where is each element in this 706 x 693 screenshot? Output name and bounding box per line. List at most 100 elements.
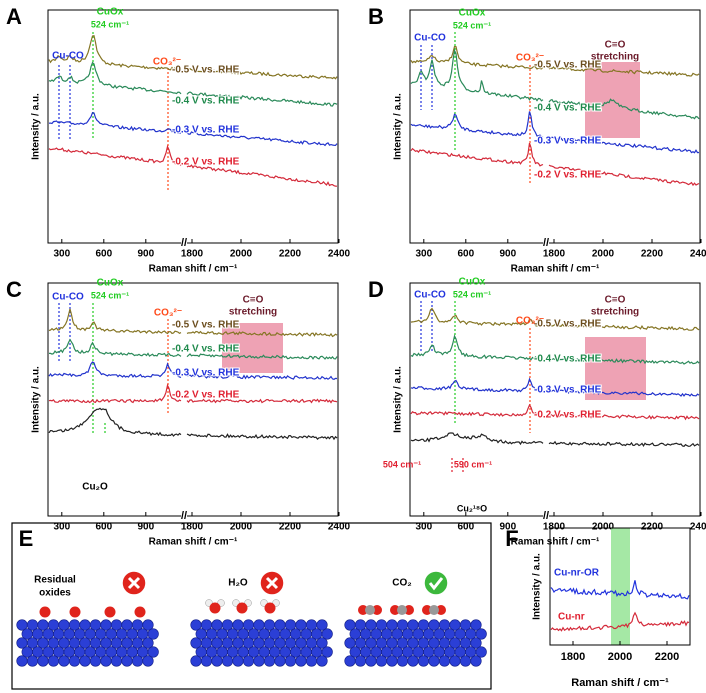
annotation: Cu-CO <box>414 33 446 44</box>
x-axis-title: Raman shift / cm⁻¹ <box>571 677 669 689</box>
cu-atom <box>242 655 255 667</box>
spectrum <box>48 112 338 147</box>
axis-break-mark: // <box>181 510 187 522</box>
trace-label: -0.2 V vs. RHE <box>172 390 240 401</box>
cu-atom <box>475 646 487 658</box>
scheme-frame <box>11 522 492 690</box>
spectrum <box>48 308 338 338</box>
trace-label: -0.5 V vs. RHE <box>172 65 240 76</box>
axis-break <box>181 512 187 520</box>
annotation: Cu-CO <box>52 292 84 303</box>
x-tick-label: 1800 <box>543 522 566 533</box>
icon-glyph <box>127 576 141 590</box>
axis-break-mark: // <box>181 237 187 249</box>
cu-atom <box>316 637 328 649</box>
cu-atom <box>470 619 482 631</box>
axis-break-mark: // <box>543 237 549 249</box>
x-tick-label: 600 <box>457 522 474 533</box>
x-axis-title: Raman shift / cm⁻¹ <box>149 264 238 275</box>
cu-atom <box>221 655 234 667</box>
cu-atom <box>147 646 159 658</box>
x-tick-label: 600 <box>95 249 112 260</box>
panel-letter: B <box>368 4 384 29</box>
scheme-label: Residual <box>34 575 76 586</box>
trace-label: Cu-nr <box>558 612 585 623</box>
spectrum <box>410 403 700 421</box>
annotation: CuOx <box>97 278 124 289</box>
spectrum <box>410 48 700 120</box>
check-icon <box>423 570 449 596</box>
spectrum <box>410 334 700 365</box>
x-tick-label: 2400 <box>690 522 706 533</box>
cu-atom <box>68 655 81 667</box>
annotation: Cu-CO <box>52 51 84 62</box>
cu-atom <box>110 655 123 667</box>
x-tick-label: 1800 <box>181 522 204 533</box>
spectrum <box>410 307 700 331</box>
x-tick-label: 2200 <box>641 522 664 533</box>
cu-atom <box>475 628 487 640</box>
cu-atom <box>190 655 202 667</box>
x-tick-label: 1800 <box>561 651 585 663</box>
cu-atom <box>470 655 482 667</box>
panel-letter: D <box>368 277 384 302</box>
co2-o <box>358 605 368 615</box>
co2-o <box>372 605 382 615</box>
cu-atom <box>79 655 91 667</box>
shaded-region <box>222 323 283 373</box>
icon-glyph <box>265 576 279 590</box>
y-axis-title: Intensity / a.u. <box>31 366 42 433</box>
trace-label: -0.4 V vs. RHE <box>534 103 602 114</box>
x-tick-label: 600 <box>95 522 112 533</box>
annotation: CO₃²⁻ <box>516 316 544 327</box>
y-axis-title: Intensity / a.u. <box>393 366 404 433</box>
spectrum <box>48 407 338 441</box>
axis-break <box>543 239 549 247</box>
co2-o <box>390 605 400 615</box>
spectrum <box>410 111 700 154</box>
cu-atom <box>295 655 307 667</box>
annotation: 524 cm⁻¹ <box>453 289 491 299</box>
x-tick-label: 2000 <box>230 249 253 260</box>
annotation: stretching <box>229 307 277 318</box>
spectrum <box>48 144 338 187</box>
annotation: Cu₂O <box>82 482 108 493</box>
x-tick-label: 600 <box>457 249 474 260</box>
cu-atom <box>386 655 398 667</box>
x-tick-label: 900 <box>137 522 154 533</box>
scheme-label: H₂O <box>228 578 248 589</box>
x-tick-label: 300 <box>415 522 432 533</box>
cu-atom <box>321 646 333 658</box>
x-tick-label: 2400 <box>328 522 351 533</box>
cu-atom <box>37 655 49 667</box>
cu-atom <box>305 655 318 667</box>
oxide <box>69 606 81 618</box>
plot-frame <box>47 282 339 517</box>
cu-atom <box>263 655 276 667</box>
cu-atom <box>470 637 482 649</box>
x-axis-title: Raman shift / cm⁻¹ <box>511 537 600 548</box>
x-tick-label: 300 <box>53 522 70 533</box>
spectrum <box>410 432 700 447</box>
annotation: stretching <box>591 52 639 63</box>
cu-atom <box>100 655 112 667</box>
cu-atom <box>428 655 440 667</box>
annotation: 524 cm⁻¹ <box>91 19 129 29</box>
cu-atom <box>284 655 297 667</box>
trace-label: Cu-nr-OR <box>554 568 600 579</box>
trace-label: -0.3 V vs. RHE <box>534 136 602 147</box>
cu-atom <box>316 619 328 631</box>
spectrum <box>410 142 700 187</box>
x-tick-label: 2000 <box>608 651 632 663</box>
cu-atom <box>316 655 328 667</box>
trace-label: -0.5 V vs. RHE <box>534 319 602 330</box>
x-tick-label: 1800 <box>543 249 566 260</box>
x-tick-label: 2200 <box>655 651 679 663</box>
x-tick-label: 1800 <box>181 249 204 260</box>
annotation: 590 cm⁻¹ <box>454 459 492 469</box>
x-tick-label: 900 <box>499 249 516 260</box>
cu-atom <box>232 655 244 667</box>
trace-label: -0.2 V vs. RHE <box>534 410 602 421</box>
cu-atom <box>274 655 286 667</box>
cu-atom <box>365 655 377 667</box>
